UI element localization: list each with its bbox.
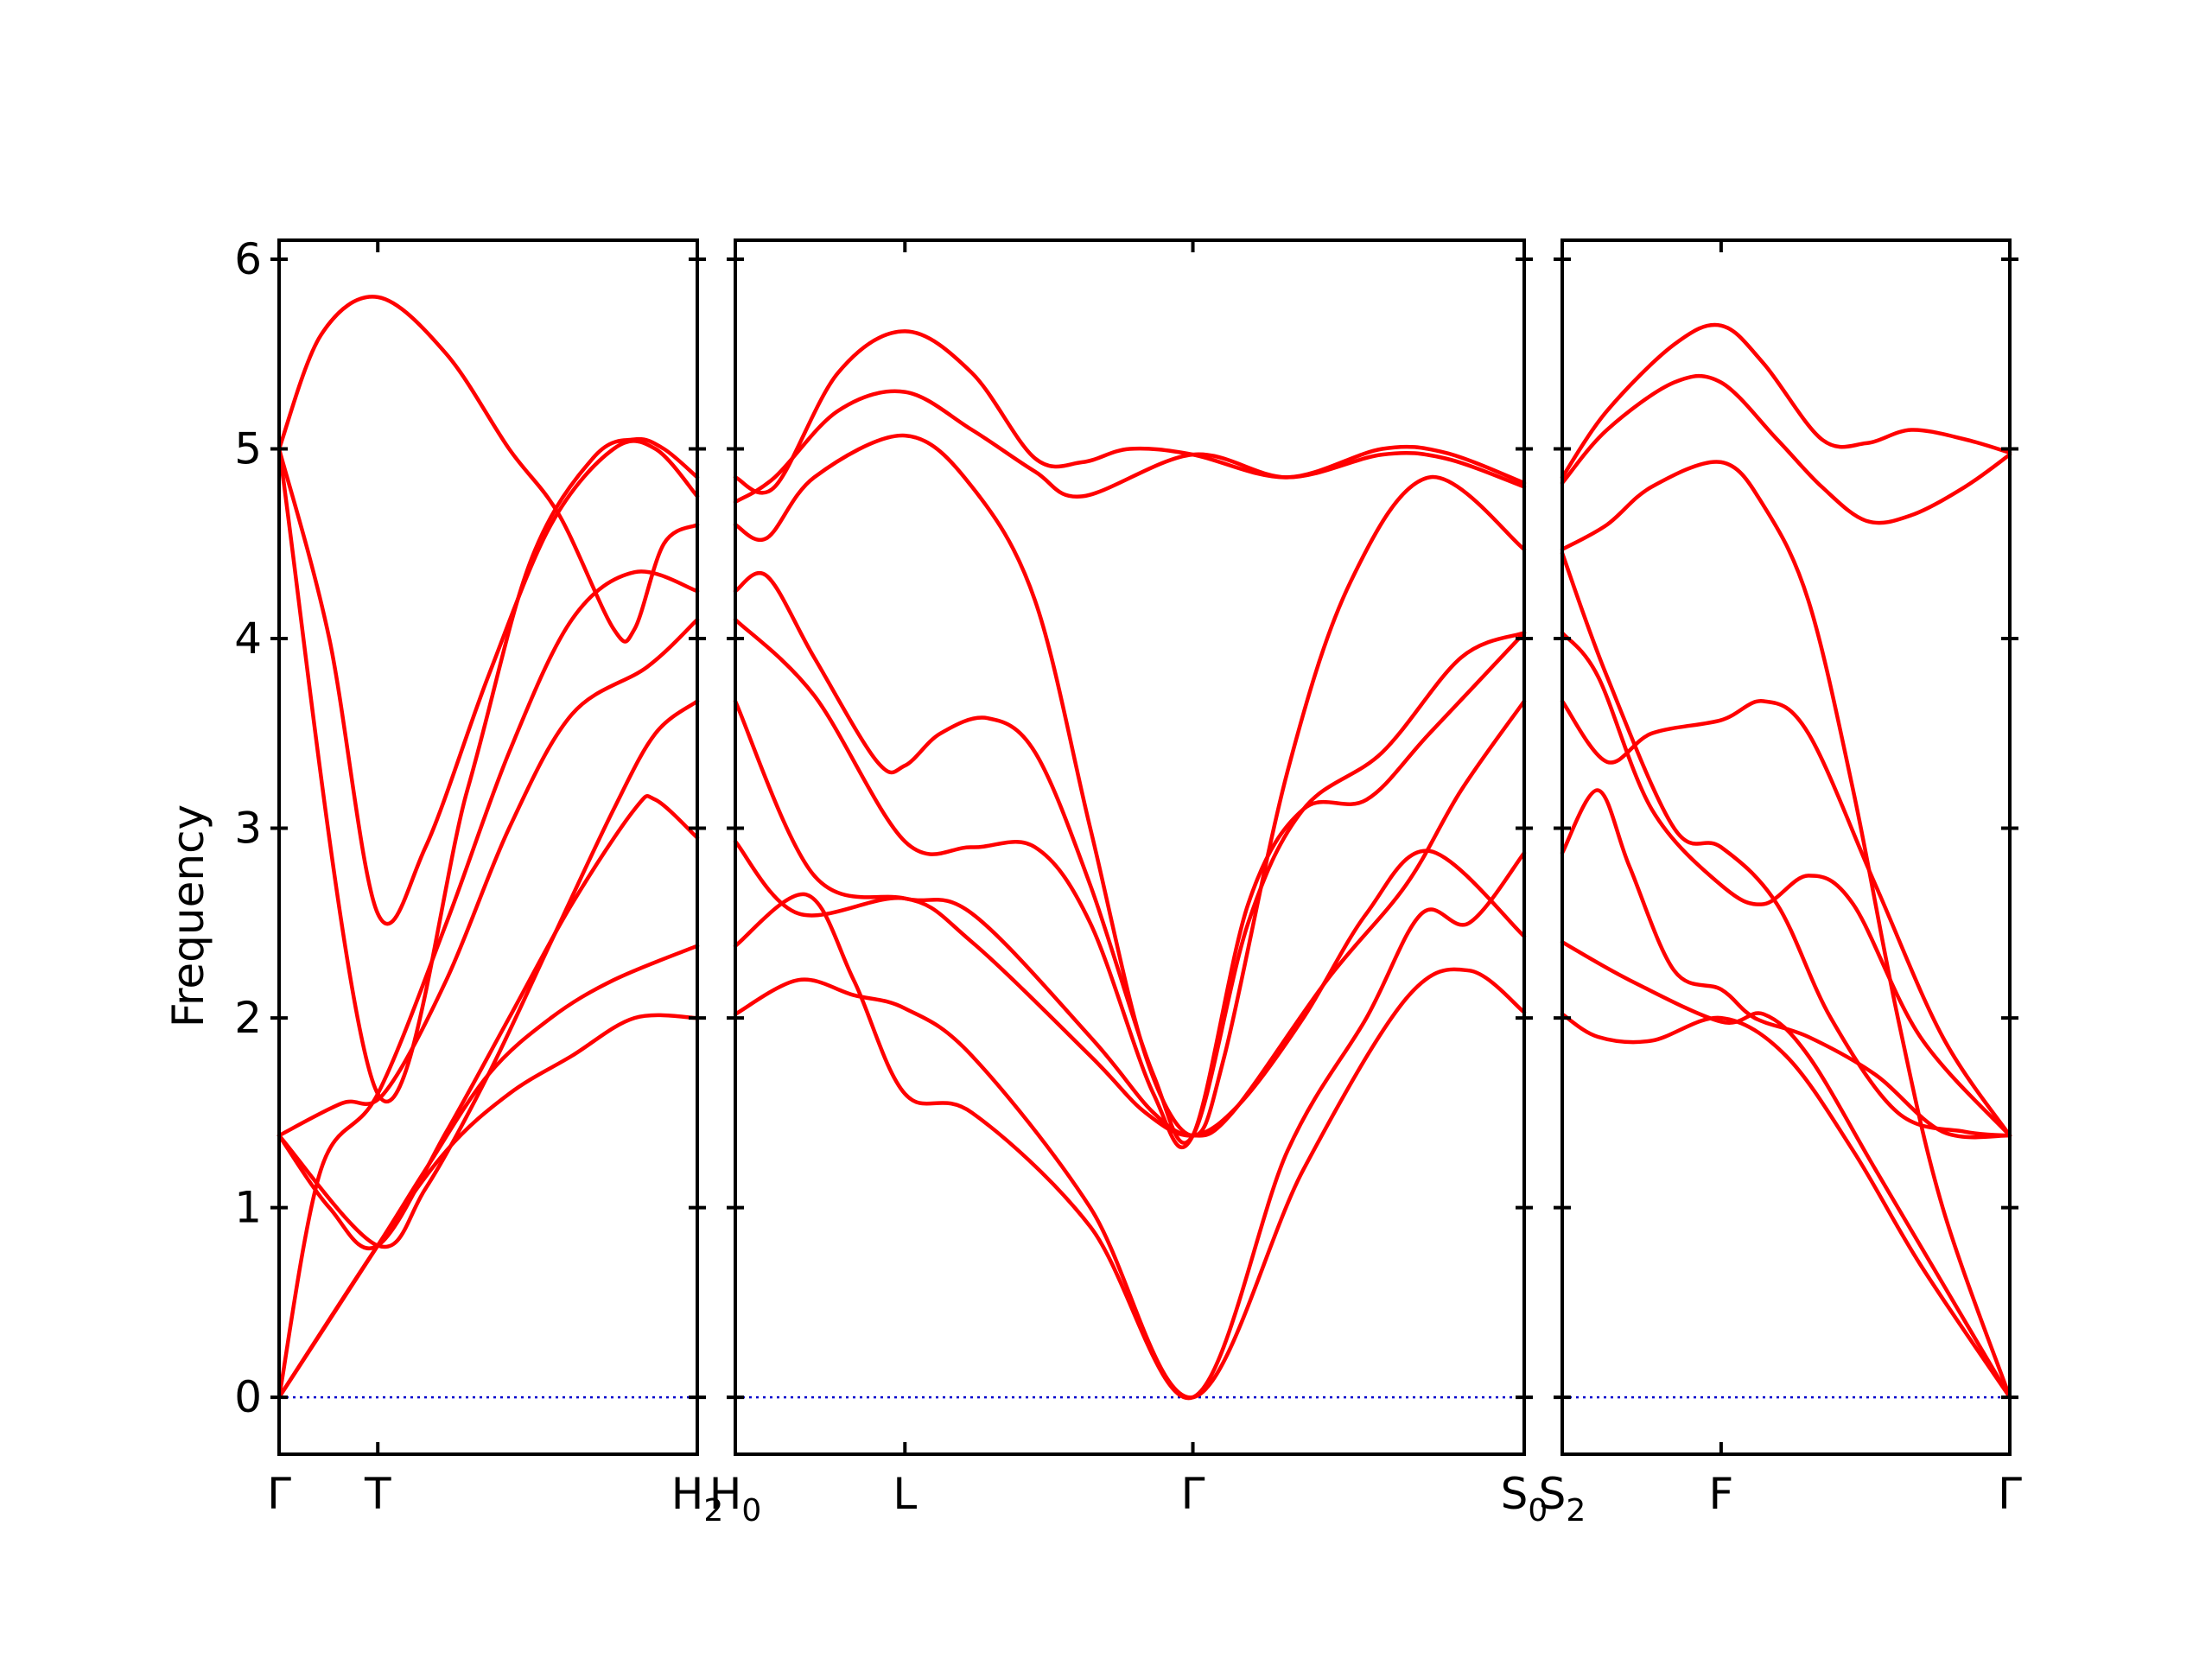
phonon-band-6 <box>276 569 700 1400</box>
x-tick-label-subscript: 0 <box>741 1493 761 1529</box>
x-tick-label: H0 <box>709 1469 762 1529</box>
x-tick-label-subscript: 2 <box>1566 1493 1586 1529</box>
panel-2: H0 L Γ S0 <box>709 238 1548 1529</box>
y-tick-label: 0 <box>234 1372 262 1422</box>
phonon-band-9 <box>1560 322 2012 480</box>
panel-frame <box>734 238 1526 1456</box>
phonon-band-7 <box>733 433 1527 1138</box>
y-tick-label: 3 <box>234 804 262 854</box>
phonon-band-5 <box>276 617 700 1138</box>
phonon-band-9 <box>733 329 1527 495</box>
x-tick-label-subscript: 0 <box>1528 1493 1548 1529</box>
phonon-band-2 <box>1560 940 2012 1400</box>
x-tick-label-main: T <box>364 1469 391 1519</box>
phonon-band-2 <box>276 944 700 1400</box>
phonon-band-8 <box>276 295 700 644</box>
y-axis-label: Frequency <box>163 804 213 1027</box>
phonon-band-4 <box>1560 699 2012 1138</box>
x-tick-label-main: H <box>671 1469 704 1519</box>
y-tick-label: 5 <box>234 423 262 474</box>
phonon-band-1 <box>1560 1012 2012 1400</box>
panel-frame <box>1560 238 2012 1456</box>
phonon-band-8 <box>1560 373 2012 525</box>
x-tick-label: S0 <box>1501 1469 1548 1529</box>
x-tick-label-main: Γ <box>1181 1469 1205 1519</box>
x-tick-label: Γ <box>1181 1469 1205 1519</box>
x-tick-label-main: Γ <box>267 1469 291 1519</box>
phonon-band-5 <box>733 617 1527 1150</box>
phonon-band-3 <box>1560 788 2012 1140</box>
y-axis-tick-labels: 0 1 2 3 4 5 6 <box>234 234 262 1422</box>
phonon-band-3 <box>276 794 700 1250</box>
x-tick-label: Γ <box>1998 1469 2022 1519</box>
x-tick-label: S2 <box>1539 1469 1586 1529</box>
phonon-band-6 <box>733 571 1527 1145</box>
x-tick-label: F <box>1709 1469 1734 1519</box>
panel-frame <box>277 238 699 1456</box>
phonon-band-7 <box>1560 460 2012 1400</box>
phonon-band-4 <box>733 699 1527 1138</box>
x-tick-label: T <box>364 1469 391 1519</box>
y-tick-label: 2 <box>234 993 262 1043</box>
x-tick-label-subscript: 2 <box>703 1493 723 1529</box>
x-tick-label-main: H <box>709 1469 742 1519</box>
phonon-band-6 <box>1560 550 2012 1138</box>
y-tick-label: 4 <box>234 613 262 664</box>
x-tick-label-main: S <box>1539 1469 1567 1519</box>
phonon-band-9 <box>276 436 700 1104</box>
x-tick-label: L <box>893 1469 917 1519</box>
phonon-band-7 <box>276 439 700 926</box>
x-tick-label-main: F <box>1709 1469 1734 1519</box>
phonon-band-2 <box>733 850 1527 1401</box>
phonon-band-8 <box>733 389 1527 505</box>
phonon-band-1 <box>733 967 1527 1400</box>
y-tick-label: 1 <box>234 1183 262 1233</box>
panel-1: Γ T H2 <box>267 238 724 1529</box>
x-tick-label: Γ <box>267 1469 291 1519</box>
panel-3: S2 F Γ <box>1539 238 2022 1529</box>
x-tick-label: H2 <box>671 1469 724 1529</box>
phonon-band-4 <box>276 699 700 1249</box>
phonon-band-5 <box>1560 631 2012 1138</box>
x-tick-label-main: S <box>1501 1469 1529 1519</box>
x-tick-label-main: L <box>893 1469 917 1519</box>
y-tick-label: 6 <box>234 234 262 284</box>
x-tick-label-main: Γ <box>1998 1469 2022 1519</box>
